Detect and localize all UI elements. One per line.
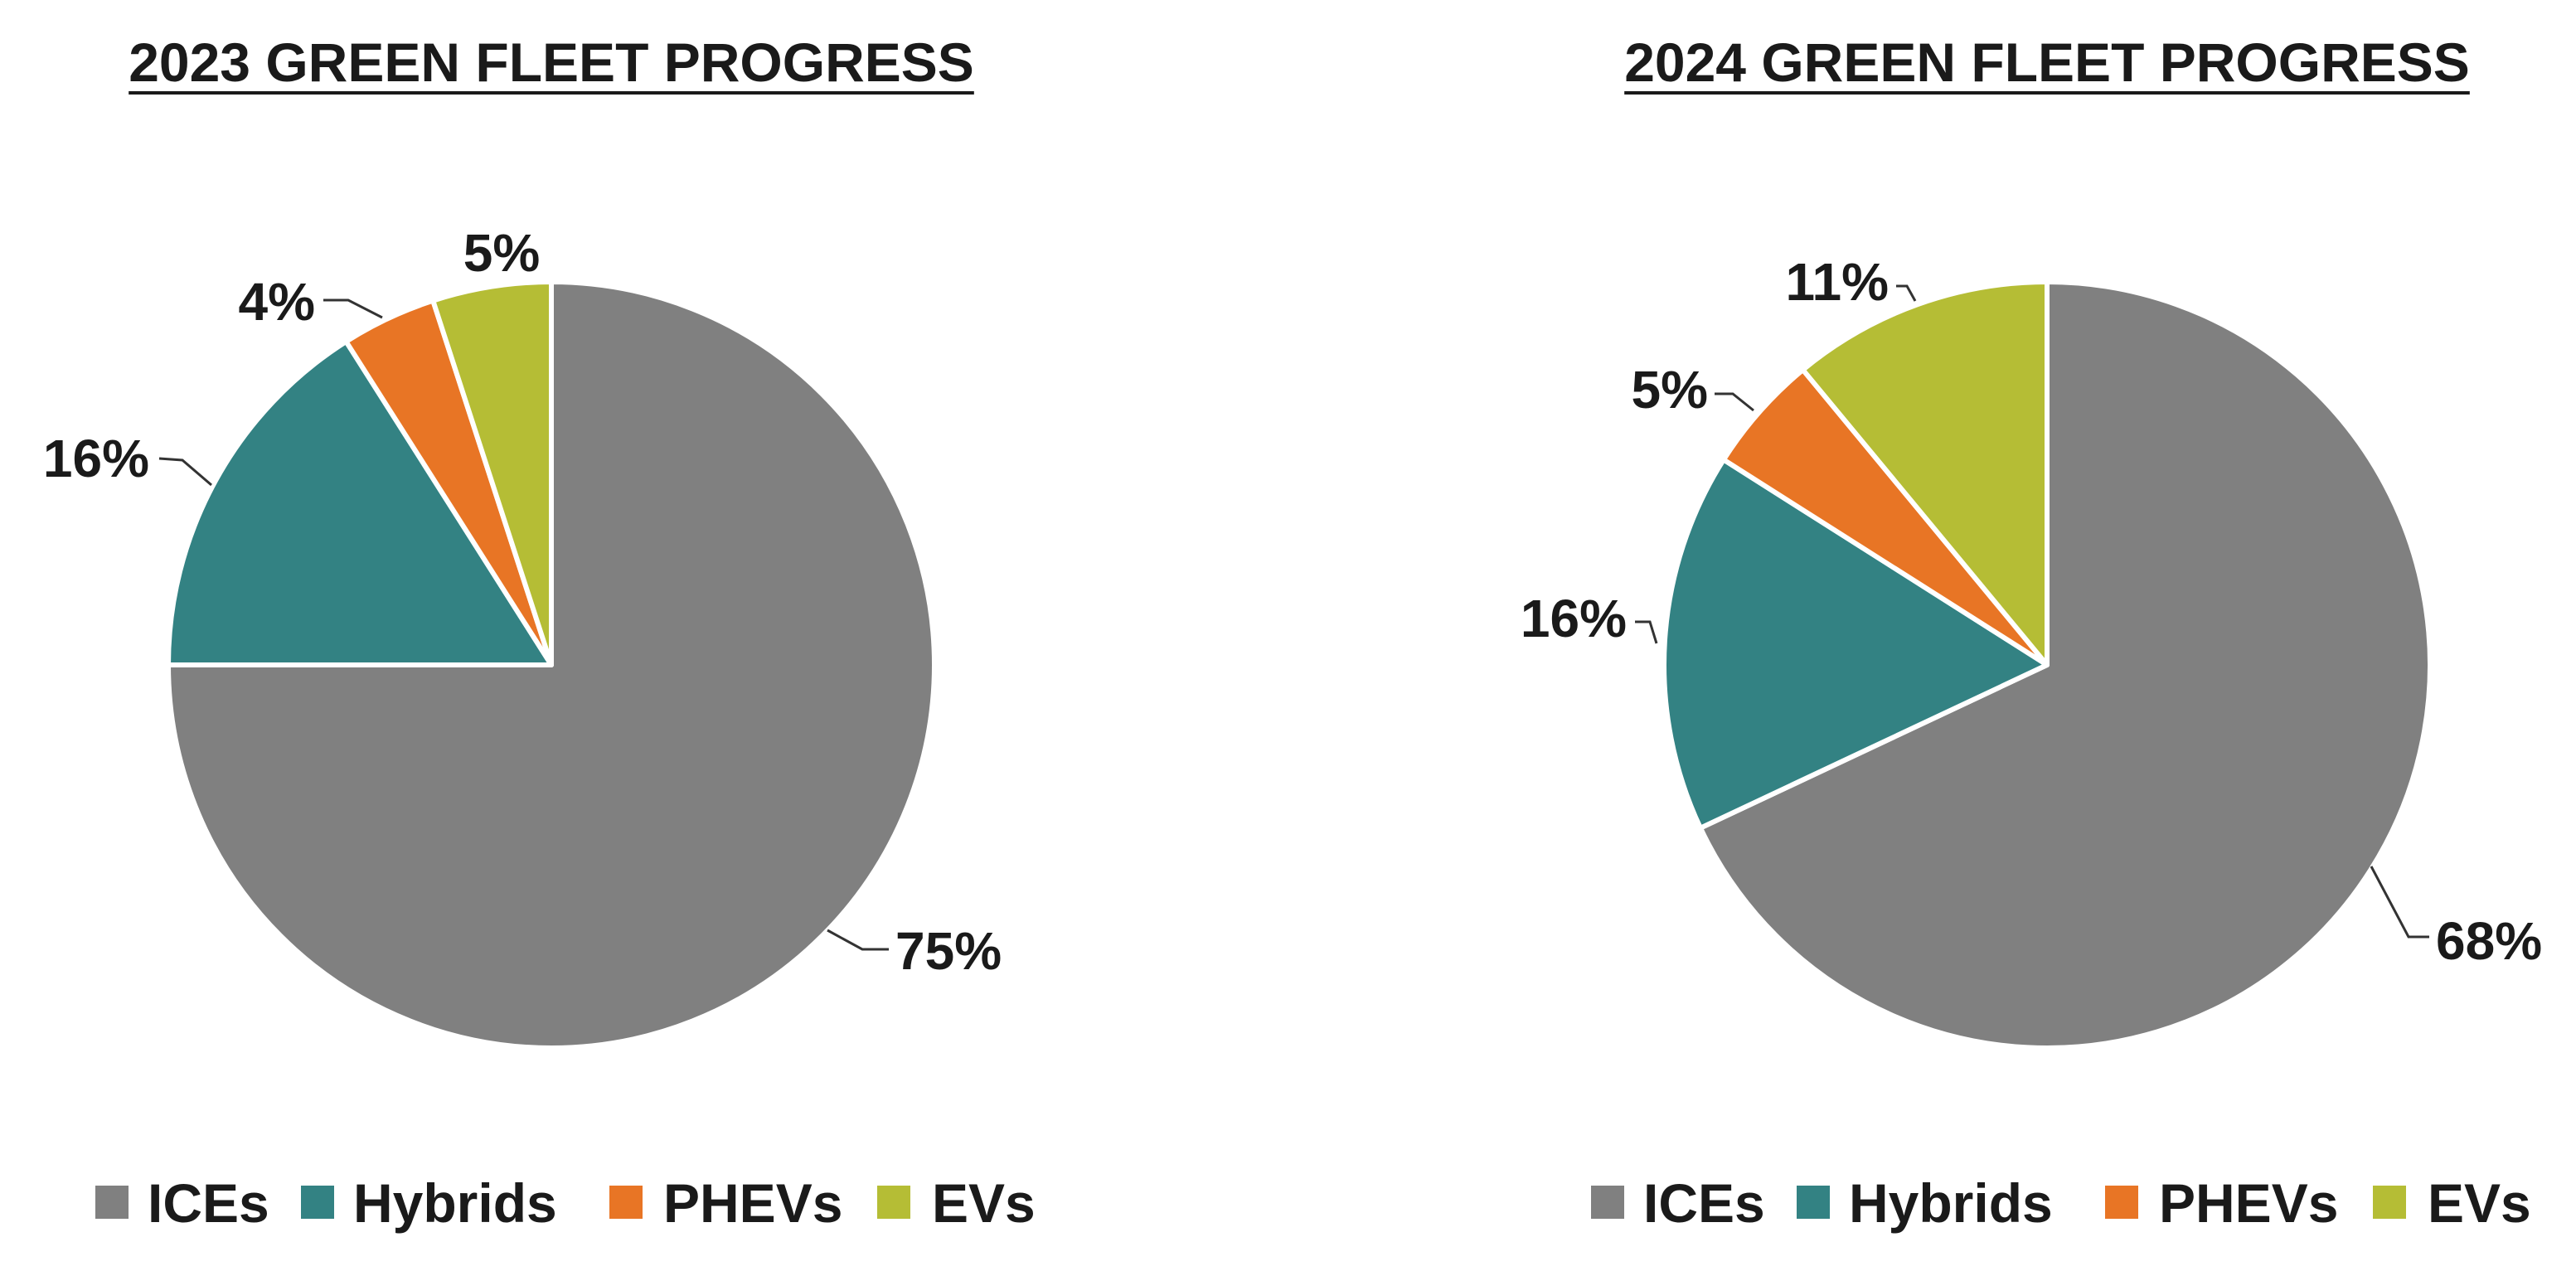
legend-label-evs: EVs bbox=[932, 1172, 1036, 1234]
data-label-evs: 5% bbox=[463, 223, 541, 283]
pie-slice-evs bbox=[1800, 279, 2050, 667]
legend: ICEs Hybrids PHEVs EVs bbox=[1591, 1172, 2531, 1234]
leader-line-ices bbox=[827, 929, 889, 951]
data-label-phevs: 5% bbox=[1632, 360, 1709, 420]
pie-slice-ices bbox=[166, 279, 937, 1050]
legend-label-hybrids: Hybrids bbox=[1849, 1172, 2053, 1234]
data-label-ices: 75% bbox=[895, 921, 1002, 981]
legend-label-ices: ICEs bbox=[148, 1172, 269, 1234]
legend-swatch-phevs bbox=[2105, 1186, 2138, 1219]
legend-swatch-evs bbox=[877, 1186, 910, 1219]
data-label-evs: 11% bbox=[1785, 252, 1889, 312]
data-label-hybrids: 16% bbox=[43, 429, 149, 488]
chart-title: 2024 GREEN FLEET PROGRESS bbox=[1624, 32, 2470, 93]
data-label-hybrids: 16% bbox=[1521, 589, 1627, 648]
leader-line-evs bbox=[1896, 284, 1917, 302]
legend-label-evs: EVs bbox=[2428, 1172, 2531, 1234]
legend-swatch-ices bbox=[1591, 1186, 1624, 1219]
data-label-phevs: 4% bbox=[239, 272, 316, 332]
leader-line-hybrids bbox=[158, 457, 212, 487]
legend-swatch-hybrids bbox=[301, 1186, 334, 1219]
chart-title: 2023 GREEN FLEET PROGRESS bbox=[129, 32, 974, 93]
legend-swatch-ices bbox=[95, 1186, 129, 1219]
leader-line-phevs bbox=[323, 298, 383, 319]
leader-line-ices bbox=[2370, 866, 2429, 939]
pie-slice-ices bbox=[1697, 279, 2433, 1050]
pie-slice-evs bbox=[430, 279, 554, 667]
pie-slice-hybrids bbox=[1662, 457, 2050, 831]
legend-label-ices: ICEs bbox=[1643, 1172, 1765, 1234]
legend-label-phevs: PHEVs bbox=[2159, 1172, 2338, 1234]
leader-line-phevs bbox=[1715, 392, 1754, 412]
leader-line-hybrids bbox=[1635, 620, 1658, 644]
legend-label-phevs: PHEVs bbox=[663, 1172, 842, 1234]
legend-swatch-phevs bbox=[609, 1186, 643, 1219]
legend: ICEs Hybrids PHEVs EVs bbox=[95, 1172, 1036, 1234]
chart-2023: 2023 GREEN FLEET PROGRESS 75% 16% 4% 5% ICEs H… bbox=[43, 32, 1036, 1234]
legend-label-hybrids: Hybrids bbox=[353, 1172, 557, 1234]
data-label-ices: 68% bbox=[2436, 911, 2542, 971]
pie-slice-hybrids bbox=[166, 338, 554, 667]
legend-swatch-hybrids bbox=[1797, 1186, 1830, 1219]
legend-swatch-evs bbox=[2373, 1186, 2406, 1219]
chart-2024: 2024 GREEN FLEET PROGRESS 68% 16% 5% 11% ICEs… bbox=[1521, 32, 2542, 1234]
